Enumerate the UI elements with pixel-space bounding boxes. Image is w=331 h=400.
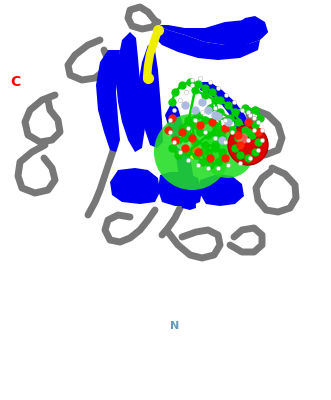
Polygon shape bbox=[155, 20, 268, 45]
Polygon shape bbox=[200, 174, 244, 206]
Circle shape bbox=[202, 126, 254, 178]
Polygon shape bbox=[200, 82, 254, 148]
Text: C: C bbox=[10, 75, 20, 89]
Circle shape bbox=[154, 114, 230, 190]
Polygon shape bbox=[165, 102, 196, 210]
Polygon shape bbox=[158, 172, 202, 206]
Polygon shape bbox=[96, 50, 120, 152]
Text: N: N bbox=[170, 321, 180, 331]
Polygon shape bbox=[110, 168, 160, 204]
Circle shape bbox=[228, 125, 268, 165]
Polygon shape bbox=[116, 32, 145, 152]
Polygon shape bbox=[138, 45, 163, 148]
Polygon shape bbox=[155, 25, 260, 60]
Polygon shape bbox=[230, 16, 268, 48]
